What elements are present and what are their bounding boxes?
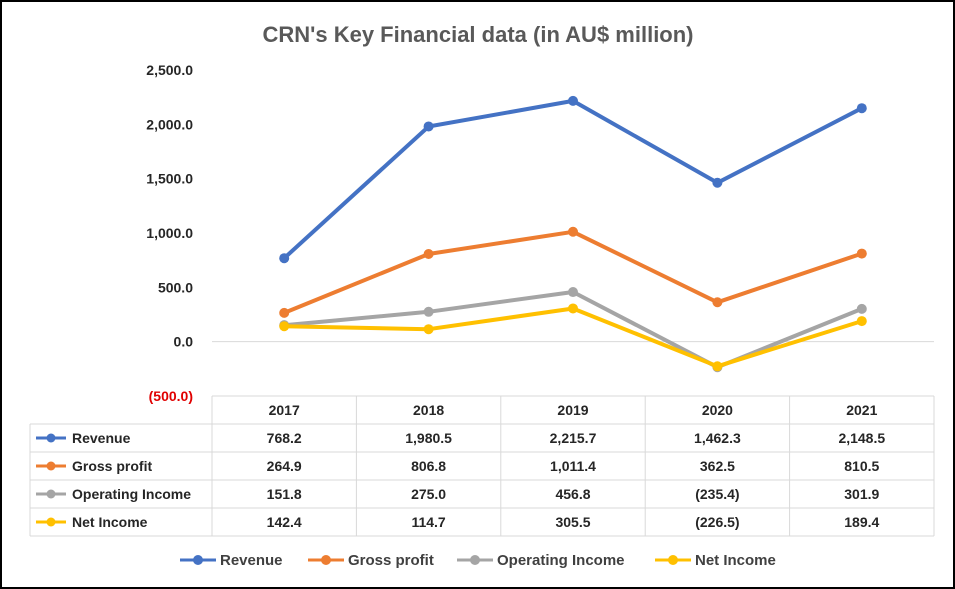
data-label: 275.0 [411,486,446,502]
row-legend-marker [46,489,56,499]
data-label: 456.8 [555,486,590,502]
row-series-name: Net Income [72,514,148,530]
x-tick-label: 2017 [269,402,300,418]
data-label: 362.5 [700,458,735,474]
data-label: 142.4 [267,514,302,530]
data-point [568,226,578,237]
row-series-name: Revenue [72,430,131,446]
data-point [423,324,434,335]
series-lines [212,95,934,373]
data-table: 2017 2018 2019 2020 2021 Revenue 768.2 1,980.5 2… [29,395,935,537]
data-point [568,287,578,298]
data-point [279,307,290,318]
data-label: 768.2 [267,430,302,446]
x-tick-label: 2019 [557,402,588,418]
y-tick-label: 2,000.0 [146,116,193,132]
legend-item: Gross profit [308,552,434,569]
legend-marker [470,555,480,565]
data-label: 2,215.7 [550,430,597,446]
data-label: 1,462.3 [694,430,741,446]
data-point [423,248,434,259]
row-legend-marker [46,433,56,443]
data-point [712,361,723,372]
data-label: 305.5 [555,514,590,530]
y-tick-label: 1,500.0 [146,171,193,187]
data-point [279,253,290,264]
table-row: Operating Income 151.8 275.0 456.8 (235.4) 30… [36,486,880,502]
legend-marker [668,555,678,565]
data-label: 151.8 [267,486,302,502]
data-point [712,297,723,308]
legend-marker [193,555,203,565]
row-legend-marker [46,461,56,471]
data-point [568,303,578,314]
y-tick-label: 2,500.0 [146,62,193,78]
data-label: 2,148.5 [838,430,885,446]
data-label: (235.4) [695,486,739,502]
legend-item: Net Income [655,552,776,569]
data-point [423,121,434,132]
data-label: 1,011.4 [550,458,596,474]
series-revenue [279,95,867,264]
legend: Revenue Gross profit Operating Income Net I… [180,552,776,569]
legend-item: Operating Income [457,552,625,569]
row-series-name: Operating Income [72,486,191,502]
legend-label: Gross profit [348,552,434,569]
x-tick-label: 2018 [413,402,444,418]
data-label: 189.4 [844,514,879,530]
data-label: 810.5 [844,458,879,474]
data-label: 1,980.5 [405,430,452,446]
series-net-income [279,303,867,372]
legend-label: Operating Income [497,552,625,569]
data-point [856,248,867,259]
y-tick-label: 500.0 [158,279,193,295]
data-point [856,316,867,327]
x-tick-label: 2020 [702,402,733,418]
data-point [712,177,723,188]
data-point [856,103,867,114]
data-label: 114.7 [411,514,445,530]
data-point [423,306,434,317]
table-row: Gross profit 264.9 806.8 1,011.4 362.5 810.5 [36,458,880,474]
table-row: Revenue 768.2 1,980.5 2,215.7 1,462.3 2,148.5 [36,430,885,446]
chart-title: CRN's Key Financial data (in AU$ million… [262,22,693,47]
table-row: Net Income 142.4 114.7 305.5 (226.5) 189.4 [36,514,880,530]
data-label: 301.9 [844,486,879,502]
legend-label: Net Income [695,552,776,569]
row-series-name: Gross profit [72,458,152,474]
y-axis: (500.0) 0.0 500.0 1,000.0 1,500.0 2,000.0 2,50… [146,62,193,404]
series-line [282,229,864,315]
data-label: 264.9 [267,458,302,474]
data-label: 806.8 [411,458,446,474]
y-tick-label: 1,000.0 [146,225,193,241]
legend-label: Revenue [220,552,283,569]
row-legend-marker [46,517,56,527]
x-tick-label: 2021 [846,402,877,418]
data-point [568,95,578,106]
legend-item: Revenue [180,552,283,569]
y-tick-label: 0.0 [174,334,194,350]
data-point [279,321,290,332]
series-gross-profit [279,226,867,318]
data-point [856,303,867,314]
legend-marker [321,555,331,565]
y-tick-label: (500.0) [149,388,193,404]
data-label: (226.5) [695,514,739,530]
